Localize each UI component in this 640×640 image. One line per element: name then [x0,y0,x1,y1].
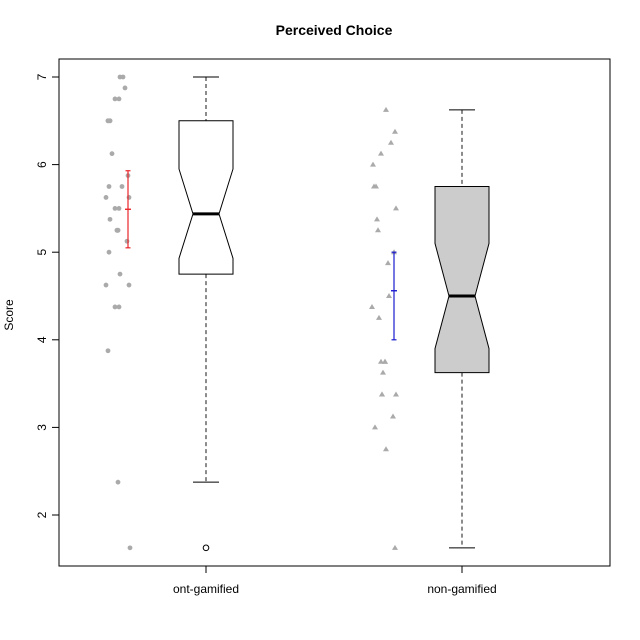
data-point [393,391,399,397]
data-point [374,216,380,222]
data-point [112,304,118,310]
box [178,120,234,275]
data-point [385,260,391,266]
data-point [380,369,386,375]
data-point [390,413,396,419]
data-point [127,545,133,551]
x-tick-label: ont-gamified [173,582,239,596]
data-point [383,446,389,452]
data-point [122,85,128,91]
data-point [116,96,122,102]
data-point [378,150,384,156]
data-point [382,358,388,364]
x-axis: ont-gamified non-gamified [173,566,497,596]
data-point [120,74,126,80]
data-point [103,195,109,200]
data-point [392,128,398,134]
mean-error-bar [391,251,397,341]
data-point [105,348,111,354]
data-point [117,271,123,277]
data-point [112,96,118,102]
data-point [375,227,381,233]
data-point [369,303,375,309]
y-tick-label: 7 [35,73,49,80]
data-point [116,304,122,310]
data-point [126,282,132,288]
data-point [392,544,398,550]
chart-title: Perceived Choice [276,22,393,38]
y-tick-label: 3 [35,424,49,431]
data-point [386,293,392,298]
data-point [106,184,112,189]
box [434,186,490,374]
data-point [107,216,113,222]
data-point [388,139,394,145]
x-tick-label: non-gamified [427,582,496,596]
data-point [373,183,379,189]
plot-marks [103,74,490,552]
data-point [115,479,121,485]
data-point [103,282,109,288]
data-point [378,358,384,364]
data-point [109,151,115,157]
data-point [383,106,389,112]
data-point [106,249,112,255]
y-tick-label: 6 [35,161,49,168]
y-axis: 2 3 4 5 6 7 [35,73,60,518]
data-point [124,238,130,244]
data-point [107,118,113,124]
plot-frame [58,58,611,567]
data-point [370,161,376,167]
data-point [379,391,385,397]
y-tick-label: 2 [35,511,49,518]
data-point [372,424,378,430]
data-point [126,195,132,200]
data-point [376,314,382,320]
group-ont-gamified [103,74,234,552]
data-point [119,184,125,189]
data-point [116,206,122,211]
y-axis-label: Score [2,299,16,331]
mean-error-bar [125,170,131,249]
data-point [112,206,118,211]
data-point [115,227,121,233]
data-point [393,205,399,211]
outlier-point [202,544,210,552]
y-tick-label: 5 [35,249,49,256]
y-tick-label: 4 [35,336,49,343]
group-non-gamified [369,106,490,550]
